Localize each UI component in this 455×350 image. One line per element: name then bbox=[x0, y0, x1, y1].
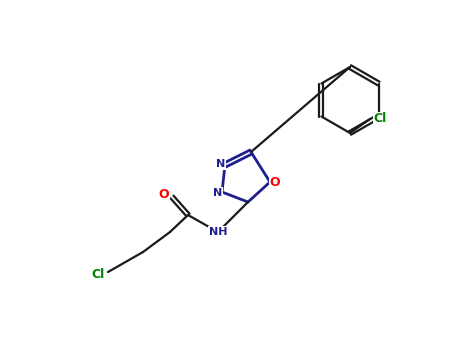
Text: N: N bbox=[217, 159, 226, 169]
Text: O: O bbox=[159, 189, 169, 202]
Text: N: N bbox=[213, 188, 222, 198]
Text: NH: NH bbox=[209, 227, 227, 237]
Text: Cl: Cl bbox=[91, 267, 105, 280]
Text: O: O bbox=[270, 175, 280, 189]
Text: Cl: Cl bbox=[374, 112, 387, 126]
